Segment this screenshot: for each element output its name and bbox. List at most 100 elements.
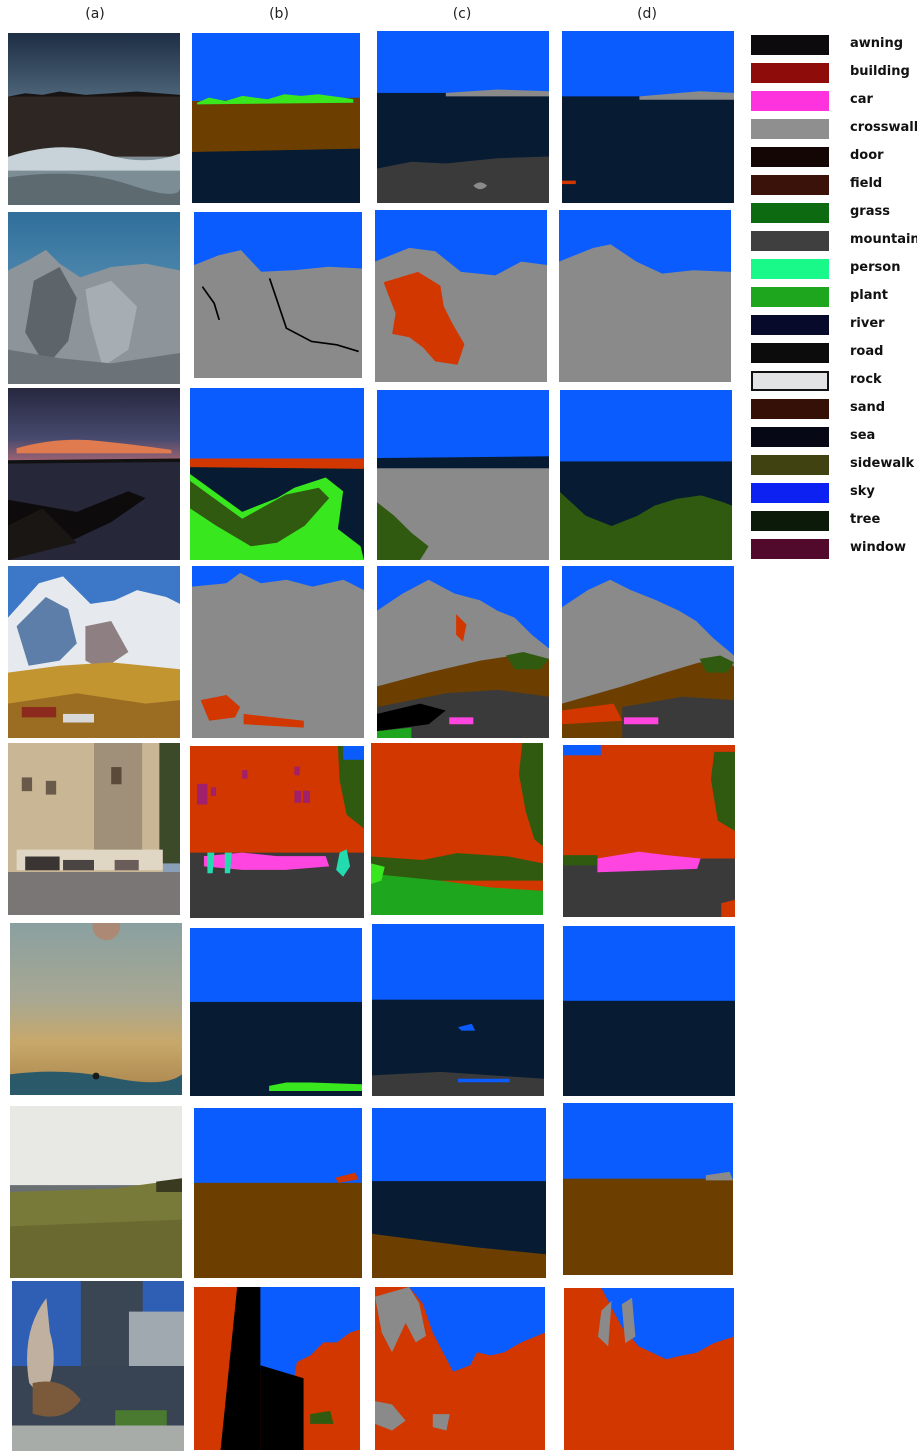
legend-swatch — [751, 343, 829, 363]
legend-swatch — [751, 203, 829, 223]
photo-row-3 — [8, 388, 180, 560]
legend-label: door — [850, 148, 884, 163]
region-mountain — [705, 1171, 733, 1181]
legend-item-sidewalk: sidewalk — [751, 455, 917, 475]
region-sky — [190, 388, 364, 459]
region-person-3 — [336, 849, 351, 877]
legend-item-crosswalk: crosswalk — [751, 119, 917, 139]
region-sky — [560, 390, 732, 462]
legend-item-road: road — [751, 343, 917, 363]
region-sky — [377, 31, 549, 93]
region-road — [377, 689, 549, 738]
photo-row-2 — [8, 212, 180, 384]
region-mountain-2 — [621, 1297, 636, 1344]
legend-label: sidewalk — [850, 456, 915, 471]
region-tree-2 — [563, 855, 598, 866]
legend-swatch — [751, 287, 829, 307]
legend-swatch — [751, 399, 829, 419]
legend-item-rock: rock — [751, 371, 917, 391]
column-header-c: (c) — [452, 6, 472, 22]
legend-item-mountain: mountain — [751, 231, 917, 251]
segmentation-c-row-6 — [372, 924, 544, 1096]
region-plant-2 — [371, 863, 385, 885]
region-sky — [343, 746, 364, 760]
legend-item-sand: sand — [751, 399, 917, 419]
region-building — [383, 271, 465, 365]
segmentation-c-row-5 — [371, 743, 543, 915]
region-sea — [377, 456, 549, 469]
region-sky — [563, 926, 735, 1001]
region-car — [597, 851, 701, 873]
segmentation-b-row-4 — [192, 566, 364, 738]
legend-swatch — [751, 175, 829, 195]
region-plant — [197, 94, 354, 105]
segmentation-b-row-1 — [192, 33, 360, 203]
region-sky-patch — [458, 1023, 476, 1031]
region-building — [456, 614, 467, 642]
region-tree — [699, 655, 734, 673]
legend-label: sand — [850, 400, 886, 415]
region-mountain-patch — [473, 182, 488, 190]
region-plant — [377, 727, 412, 738]
photo-row-1 — [8, 33, 180, 205]
region-plant — [269, 1082, 362, 1091]
legend-swatch — [751, 231, 829, 251]
region-mountain-2 — [375, 1401, 406, 1431]
segmentation-b-row-8 — [194, 1287, 360, 1450]
region-building-2 — [721, 899, 735, 917]
region-mountain — [445, 89, 549, 97]
region-sky — [192, 566, 364, 591]
segmentation-b-row-2 — [194, 212, 362, 378]
region-sky — [601, 1288, 734, 1360]
region-road — [622, 696, 734, 738]
region-tree-2 — [371, 853, 543, 881]
segmentation-b-row-3 — [190, 388, 364, 560]
region-sky — [562, 31, 734, 97]
region-building — [563, 745, 735, 859]
segmentation-d-row-7 — [563, 1103, 733, 1275]
region-tree — [337, 746, 364, 829]
region-sky — [563, 1103, 733, 1179]
region-building — [200, 695, 241, 721]
legend-label: plant — [850, 288, 889, 303]
legend-label: awning — [850, 36, 904, 51]
photo-row-8 — [12, 1281, 184, 1451]
region-mountain-3 — [432, 1414, 450, 1431]
segmentation-d-row-2 — [559, 210, 731, 382]
legend-label: rock — [850, 372, 882, 387]
legend-swatch — [751, 511, 829, 531]
legend-swatch — [751, 119, 829, 139]
region-black — [220, 1287, 261, 1450]
legend-item-plant: plant — [751, 287, 917, 307]
region-tree — [506, 652, 549, 670]
segmentation-c-row-4 — [377, 566, 549, 738]
region-sky — [563, 745, 601, 756]
segmentation-b-row-7 — [194, 1108, 362, 1278]
legend-label: road — [850, 344, 884, 359]
region-sky — [194, 1108, 362, 1183]
region-tree — [710, 751, 735, 831]
legend-item-tree: tree — [751, 511, 917, 531]
region-sky — [375, 210, 547, 276]
legend-item-sea: sea — [751, 427, 917, 447]
region-sky — [190, 928, 362, 1002]
region-black-2 — [260, 1365, 304, 1450]
region-sky — [559, 210, 731, 274]
legend-item-car: car — [751, 91, 917, 111]
segmentation-c-row-8 — [375, 1287, 545, 1450]
photo-row-6 — [10, 923, 182, 1095]
region-field — [372, 1233, 546, 1278]
legend-label: window — [850, 540, 906, 555]
legend-label: grass — [850, 204, 890, 219]
region-car — [623, 717, 659, 725]
segmentation-b-row-5 — [190, 746, 364, 918]
region-road — [377, 156, 549, 203]
legend-swatch — [751, 483, 829, 503]
segmentation-c-row-1 — [377, 31, 549, 203]
region-mountain — [639, 91, 734, 100]
legend-swatch — [751, 539, 829, 559]
legend-label: field — [850, 176, 883, 191]
legend-item-field: field — [751, 175, 917, 195]
segmentation-b-row-6 — [190, 928, 362, 1096]
region-sky — [194, 212, 362, 272]
